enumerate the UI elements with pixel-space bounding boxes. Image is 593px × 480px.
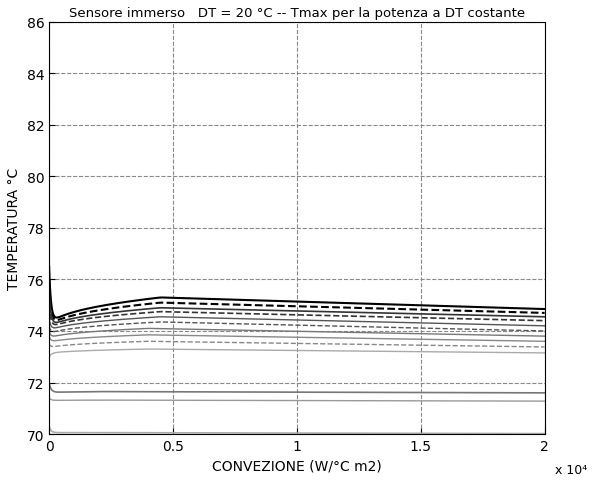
Y-axis label: TEMPERATURA °C: TEMPERATURA °C (7, 168, 21, 289)
Title: Sensore immerso   DT = 20 °C -- Tmax per la potenza a DT costante: Sensore immerso DT = 20 °C -- Tmax per l… (69, 7, 525, 20)
Text: x 10⁴: x 10⁴ (554, 463, 587, 476)
X-axis label: CONVEZIONE (W/°C m2): CONVEZIONE (W/°C m2) (212, 458, 382, 473)
